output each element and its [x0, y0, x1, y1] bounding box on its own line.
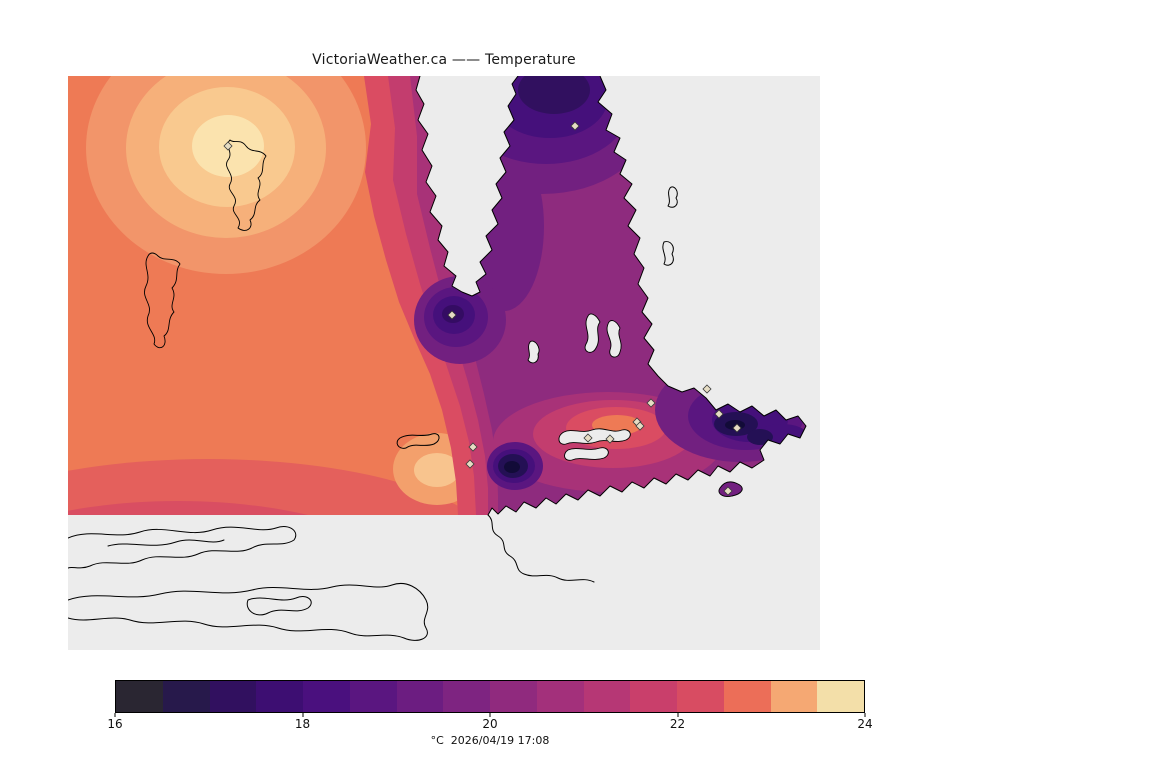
harbour-inlet	[564, 447, 609, 461]
colorbar-caption: °C 2026/04/19 17:08	[115, 734, 865, 747]
colorbar-cell	[116, 681, 163, 712]
small-lake	[584, 313, 601, 353]
south-shore-coastline	[487, 514, 595, 583]
cool-pocket-north-core	[518, 76, 590, 114]
peninsula-coastline	[487, 76, 807, 516]
station-marker	[447, 310, 457, 320]
sea-landform-south-detail	[246, 596, 312, 616]
colorbar-cell	[162, 681, 210, 712]
islet-outline	[396, 433, 440, 449]
sea-landform-west	[68, 526, 297, 569]
station-marker	[732, 423, 742, 433]
colorbar-cell	[349, 681, 397, 712]
cold-minimum-harbour-core	[504, 461, 520, 473]
unit-label: °C	[430, 734, 444, 747]
colorbar-tick-label: 18	[294, 717, 311, 731]
station-marker	[570, 121, 580, 131]
colorbar-cell	[583, 681, 631, 712]
station-marker	[635, 421, 645, 431]
map-container	[68, 76, 820, 650]
offshore-island	[667, 186, 678, 208]
map-title: VictoriaWeather.ca —— Temperature	[312, 52, 576, 68]
colorbar-cell	[630, 681, 677, 712]
colorbar-cell	[256, 681, 303, 712]
contour-band	[68, 459, 498, 515]
inlet-coastline	[415, 76, 519, 297]
colorbar-tick-label: 20	[482, 717, 498, 731]
timestamp-label: 2026/04/19 17:08	[450, 734, 550, 747]
station-marker	[714, 409, 724, 419]
station-marker	[605, 434, 615, 444]
colorbar-cell	[303, 681, 350, 712]
station-markers	[223, 121, 742, 496]
colorbar-cell	[723, 681, 771, 712]
lakes	[144, 139, 631, 461]
colorbar-cell	[677, 681, 724, 712]
colorbar-tick-mark	[489, 713, 491, 717]
sea-landform-south	[68, 583, 429, 641]
small-lake	[527, 340, 540, 364]
colorbar-tick-label: 24	[857, 717, 873, 731]
colorbar-tick-mark	[302, 713, 303, 717]
colorbar-cell	[536, 681, 584, 712]
coastlines	[68, 76, 807, 641]
station-marker	[583, 433, 593, 443]
colorbar-cell	[396, 681, 444, 712]
colorbar-tick-mark	[114, 713, 116, 717]
colorbar-cell	[770, 681, 818, 712]
colorbar-cell	[443, 681, 490, 712]
cold-minimum-east2	[747, 429, 773, 445]
colorbar-tick-mark	[864, 713, 866, 717]
temperature-map	[68, 76, 820, 650]
colorbar-ticks: 16 18 20 22 24	[107, 713, 873, 733]
station-marker	[646, 398, 656, 408]
colorbar-tick-mark	[677, 713, 678, 717]
station-marker	[223, 141, 233, 151]
offshore-island	[662, 241, 674, 266]
caption-spacer	[444, 734, 451, 747]
sea-landform-west-detail	[107, 539, 225, 547]
station-marker	[465, 459, 475, 469]
lake-west	[144, 252, 181, 349]
station-marker	[723, 486, 733, 496]
station-marker	[468, 442, 478, 452]
colorbar-cell	[817, 681, 864, 712]
small-lake	[606, 320, 622, 358]
warm-pocket-core	[414, 453, 460, 487]
colorbar-cell	[209, 681, 257, 712]
colorbar-tick-label: 22	[669, 717, 686, 731]
lake-northwest	[226, 139, 267, 231]
colorbar: 16 18 20 22 24 °C 2026/04/19 17:08	[107, 680, 873, 747]
station-marker	[702, 384, 712, 394]
colorbar-cells	[115, 680, 865, 713]
colorbar-cell	[490, 681, 537, 712]
colorbar-tick-label: 16	[107, 717, 123, 731]
